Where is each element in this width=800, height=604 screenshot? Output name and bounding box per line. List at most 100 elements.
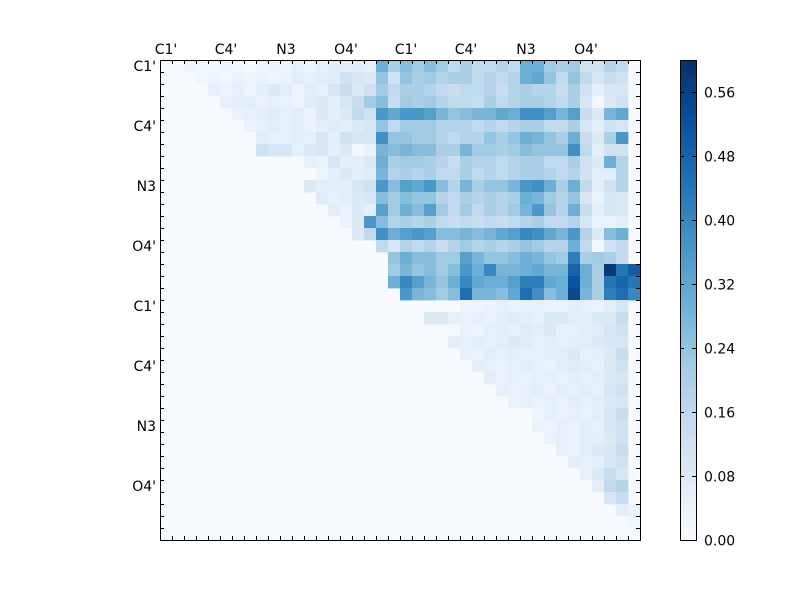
heatmap-cells (160, 60, 641, 540)
heatmap-cell (304, 72, 317, 85)
heatmap-cell (460, 324, 473, 337)
heatmap-cell (352, 108, 365, 121)
heatmap-cell (556, 408, 569, 421)
heatmap-cell (592, 456, 605, 469)
heatmap-cell (436, 96, 449, 109)
heatmap-cell (592, 432, 605, 445)
heatmap-cell (460, 300, 473, 313)
heatmap-cell (544, 120, 557, 133)
heatmap-cell (244, 84, 257, 97)
heatmap-cell (436, 192, 449, 205)
heatmap-cell (580, 132, 593, 145)
heatmap-cell (520, 180, 533, 193)
heatmap-cell (328, 60, 341, 73)
heatmap-cell (580, 456, 593, 469)
heatmap-cell (520, 120, 533, 133)
heatmap-cell (604, 384, 617, 397)
heatmap-cell (304, 108, 317, 121)
heatmap-cell (448, 168, 461, 181)
heatmap-cell (532, 204, 545, 217)
heatmap-cell (400, 84, 413, 97)
heatmap-cell (484, 108, 497, 121)
heatmap-cell (532, 348, 545, 361)
heatmap-cell (580, 348, 593, 361)
heatmap-cell (592, 228, 605, 241)
heatmap-cell (604, 444, 617, 457)
heatmap-cell (628, 288, 641, 301)
heatmap-cell (292, 132, 305, 145)
heatmap-cell (616, 480, 629, 493)
heatmap-cell (448, 276, 461, 289)
heatmap-cell (328, 156, 341, 169)
left-tick-label: C1' (133, 59, 156, 75)
heatmap-cell (616, 276, 629, 289)
heatmap-cell (400, 60, 413, 73)
heatmap-cell (256, 60, 269, 73)
heatmap-cell (400, 180, 413, 193)
heatmap-cell (556, 192, 569, 205)
heatmap-cell (280, 96, 293, 109)
heatmap-cell (496, 360, 509, 373)
heatmap-cell (568, 216, 581, 229)
heatmap-cell (472, 192, 485, 205)
heatmap-cell (256, 84, 269, 97)
heatmap-cell (436, 132, 449, 145)
heatmap-cell (580, 156, 593, 169)
heatmap-cell (472, 96, 485, 109)
heatmap-cell (520, 336, 533, 349)
heatmap-cell (604, 468, 617, 481)
colorbar (680, 60, 697, 541)
heatmap-cell (604, 72, 617, 85)
heatmap-cell (484, 312, 497, 325)
heatmap-cell (616, 348, 629, 361)
top-tick-label: C1' (155, 42, 178, 58)
heatmap-cell (556, 168, 569, 181)
heatmap-cell (544, 312, 557, 325)
heatmap-cell (556, 276, 569, 289)
heatmap-cell (580, 108, 593, 121)
heatmap-cell (424, 264, 437, 277)
heatmap-cell (616, 384, 629, 397)
heatmap-cell (352, 180, 365, 193)
heatmap-cell (580, 192, 593, 205)
heatmap-cell (448, 156, 461, 169)
heatmap-cell (244, 108, 257, 121)
heatmap-cell (340, 168, 353, 181)
heatmap-cell (448, 204, 461, 217)
heatmap-cell (556, 360, 569, 373)
heatmap-cell (520, 72, 533, 85)
heatmap-cell (436, 228, 449, 241)
heatmap-cell (616, 324, 629, 337)
heatmap-cell (292, 84, 305, 97)
heatmap-cell (556, 228, 569, 241)
heatmap-cell (280, 108, 293, 121)
heatmap-cell (484, 72, 497, 85)
heatmap-cell (400, 144, 413, 157)
heatmap-cell (580, 264, 593, 277)
heatmap-cell (352, 204, 365, 217)
heatmap-cell (568, 204, 581, 217)
heatmap-cell (592, 240, 605, 253)
colorbar-ticks: 0.00 0.08 0.16 0.24 0.32 0.40 0.48 0.56 (680, 86, 735, 550)
heatmap-cell (532, 240, 545, 253)
heatmap-cell (520, 396, 533, 409)
heatmap-cell (448, 240, 461, 253)
heatmap-cell (532, 360, 545, 373)
heatmap-cell (364, 156, 377, 169)
heatmap-cell (460, 204, 473, 217)
heatmap-cell (196, 72, 209, 85)
heatmap-cell (328, 132, 341, 145)
heatmap-cell (580, 240, 593, 253)
heatmap-cell (484, 228, 497, 241)
heatmap-cell (424, 156, 437, 169)
heatmap-cell (496, 216, 509, 229)
heatmap-cell (580, 180, 593, 193)
heatmap-cell (496, 336, 509, 349)
heatmap-cell (400, 108, 413, 121)
heatmap-cell (400, 120, 413, 133)
heatmap-cell (256, 72, 269, 85)
heatmap-cell (448, 288, 461, 301)
heatmap-cell (460, 72, 473, 85)
heatmap-cell (592, 156, 605, 169)
top-tick-label: O4' (574, 42, 598, 58)
